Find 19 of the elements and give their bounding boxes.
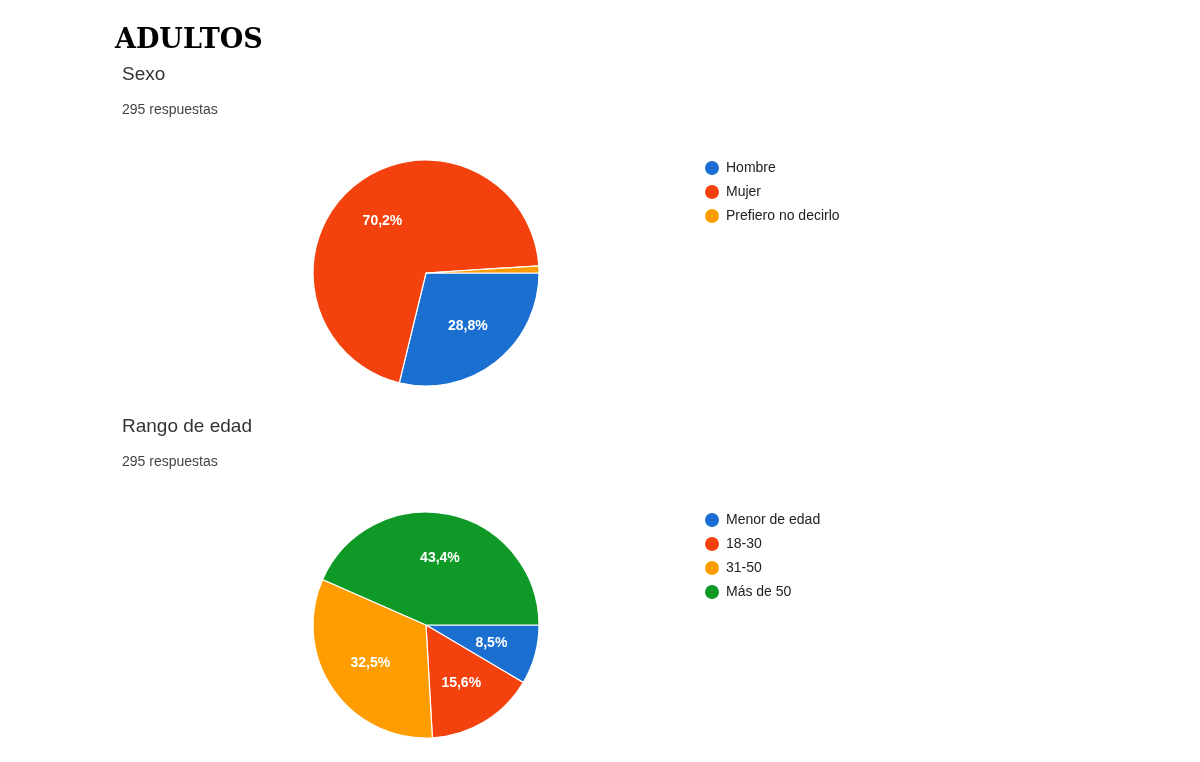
text: ADULTOS <box>114 23 263 54</box>
text: Sexo <box>122 63 166 84</box>
chart-title: Rango de edad <box>122 415 252 436</box>
data-label: 32,5% <box>350 654 391 671</box>
legend-label: Más de 50 <box>726 582 792 599</box>
pie-slice <box>312 159 540 384</box>
legend-label: 18-30 <box>726 534 763 551</box>
data-label: 28,8% <box>448 317 489 334</box>
data-label: 8,5% <box>475 633 508 650</box>
text: 295 respuestas <box>122 453 218 469</box>
legend-label: Prefiero no decirlo <box>726 206 840 223</box>
legend-label: 31-50 <box>726 558 763 575</box>
legend-label: Mujer <box>726 182 762 199</box>
data-label: 43,4% <box>420 549 461 566</box>
legend-label: Menor de edad <box>726 510 821 527</box>
data-label: 70,2% <box>362 211 403 228</box>
text: 295 respuestas <box>122 101 218 117</box>
data-label: 15,6% <box>441 673 482 690</box>
legend-label: Hombre <box>726 158 777 175</box>
